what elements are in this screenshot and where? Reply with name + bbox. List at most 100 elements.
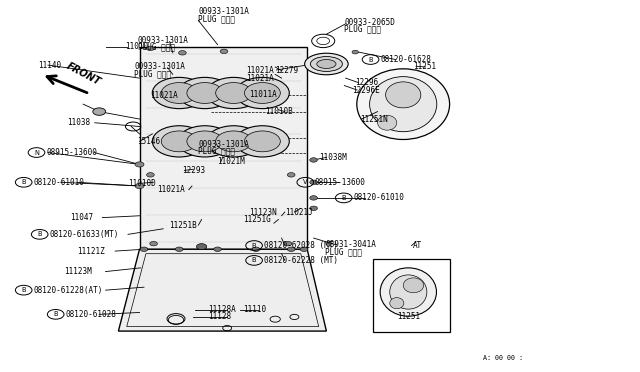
Circle shape <box>175 247 183 251</box>
Text: PLUG プラグ: PLUG プラグ <box>134 69 172 78</box>
Text: B: B <box>341 195 346 201</box>
Text: 00933-2065D: 00933-2065D <box>344 18 395 27</box>
Circle shape <box>147 173 154 177</box>
Ellipse shape <box>385 82 421 108</box>
Circle shape <box>207 77 260 109</box>
Circle shape <box>284 241 292 246</box>
Text: 12296: 12296 <box>355 78 378 87</box>
Text: 08120-61628: 08120-61628 <box>380 55 431 64</box>
Text: 08120-61010: 08120-61010 <box>33 178 84 187</box>
Text: 00933-1301A: 00933-1301A <box>134 62 185 71</box>
Text: 00933-1301A: 00933-1301A <box>198 140 249 149</box>
Text: 08120-61633(MT): 08120-61633(MT) <box>49 230 118 239</box>
Text: B: B <box>21 179 26 185</box>
Text: 11121Z: 11121Z <box>77 247 104 256</box>
Circle shape <box>310 206 317 211</box>
Circle shape <box>207 126 260 157</box>
Text: 11251G: 11251G <box>243 215 271 224</box>
Text: B: B <box>21 287 26 293</box>
Text: 11021A: 11021A <box>157 185 184 194</box>
Circle shape <box>310 180 317 185</box>
Text: 00933-1301A: 00933-1301A <box>198 7 249 16</box>
Circle shape <box>216 83 252 103</box>
Text: 11128A: 11128A <box>208 305 236 314</box>
Text: 08120-61028: 08120-61028 <box>65 310 116 319</box>
Circle shape <box>287 173 295 177</box>
Ellipse shape <box>310 57 342 71</box>
Circle shape <box>152 126 206 157</box>
Text: AT: AT <box>413 241 422 250</box>
Text: 08120-62228 (MT): 08120-62228 (MT) <box>264 256 338 265</box>
Circle shape <box>236 77 289 109</box>
Ellipse shape <box>357 69 449 140</box>
Ellipse shape <box>370 77 437 132</box>
Text: B: B <box>252 243 257 248</box>
Text: FRONT: FRONT <box>65 61 103 87</box>
Text: 11251N: 11251N <box>360 115 387 124</box>
Circle shape <box>135 183 144 189</box>
Text: 11010D: 11010D <box>128 179 156 188</box>
Circle shape <box>287 247 295 251</box>
Text: 11038: 11038 <box>67 118 90 127</box>
Text: 11123N: 11123N <box>250 208 277 217</box>
Circle shape <box>244 131 280 152</box>
Text: PLUG プラグ: PLUG プラグ <box>344 25 381 33</box>
Text: PLUG プラグ: PLUG プラグ <box>198 14 236 23</box>
Circle shape <box>216 131 252 152</box>
Text: PLUG プラグ: PLUG プラグ <box>138 42 175 51</box>
Ellipse shape <box>305 53 348 75</box>
Text: 08915-13600: 08915-13600 <box>46 148 97 157</box>
Circle shape <box>161 83 197 103</box>
Text: 11251B: 11251B <box>170 221 197 230</box>
Ellipse shape <box>390 298 404 309</box>
Text: 11021J: 11021J <box>285 208 312 217</box>
Text: 11021A: 11021A <box>246 74 274 83</box>
Circle shape <box>140 247 148 251</box>
Ellipse shape <box>317 60 336 68</box>
Circle shape <box>310 196 317 200</box>
Text: 11128: 11128 <box>208 312 231 321</box>
Circle shape <box>135 162 144 167</box>
Circle shape <box>300 247 308 251</box>
Circle shape <box>236 126 289 157</box>
Text: 08915-13600: 08915-13600 <box>315 178 365 187</box>
Text: N: N <box>34 150 39 155</box>
Text: 08120-61228(AT): 08120-61228(AT) <box>33 286 102 295</box>
Bar <box>140 46 307 249</box>
Text: 11038M: 11038M <box>319 153 346 162</box>
Text: V: V <box>303 179 308 185</box>
Circle shape <box>252 247 260 251</box>
Text: 11011A: 11011A <box>250 90 277 99</box>
Circle shape <box>352 50 358 54</box>
Ellipse shape <box>403 278 424 293</box>
Text: 11251: 11251 <box>397 312 420 321</box>
Text: 08120-62028 (MT): 08120-62028 (MT) <box>264 241 338 250</box>
Circle shape <box>244 83 280 103</box>
Text: B: B <box>37 231 42 237</box>
Circle shape <box>178 126 232 157</box>
Circle shape <box>161 131 197 152</box>
Circle shape <box>187 131 223 152</box>
Circle shape <box>220 49 228 54</box>
Circle shape <box>214 247 221 251</box>
Circle shape <box>150 241 157 246</box>
Text: 15146: 15146 <box>138 137 161 146</box>
Text: 00933-1301A: 00933-1301A <box>138 36 188 45</box>
Text: PLUG プラグ: PLUG プラグ <box>198 147 236 155</box>
Circle shape <box>179 51 186 55</box>
Ellipse shape <box>378 115 397 130</box>
Text: 08931-3041A: 08931-3041A <box>325 240 376 249</box>
Circle shape <box>147 46 154 51</box>
Circle shape <box>93 108 106 115</box>
Ellipse shape <box>390 275 427 309</box>
Circle shape <box>152 77 206 109</box>
Text: 12293: 12293 <box>182 166 205 175</box>
Text: B: B <box>368 57 373 62</box>
Text: B: B <box>252 257 257 263</box>
Text: 08120-61010: 08120-61010 <box>353 193 404 202</box>
Text: 11010B: 11010B <box>266 107 293 116</box>
Text: 11021A: 11021A <box>150 92 178 100</box>
Text: 11047: 11047 <box>70 213 93 222</box>
Ellipse shape <box>380 268 436 316</box>
Circle shape <box>178 77 232 109</box>
